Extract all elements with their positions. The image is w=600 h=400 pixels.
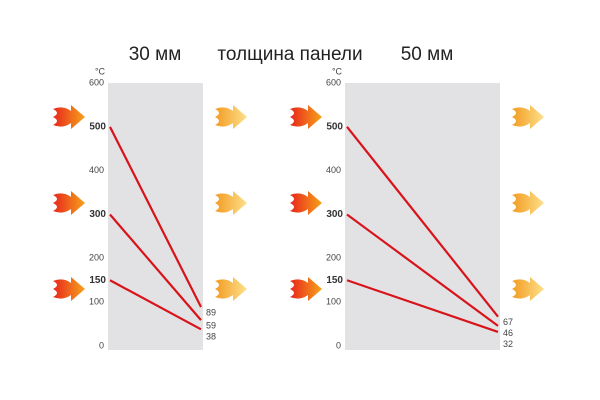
end-value-label: 32 xyxy=(503,339,513,349)
y-tick-label: 100 xyxy=(326,297,341,307)
heat-arrow xyxy=(53,105,85,129)
heat-arrow xyxy=(512,191,544,215)
y-tick-label: 600 xyxy=(89,77,104,87)
end-value-label: 59 xyxy=(206,321,216,331)
start-value-label: 300 xyxy=(326,209,343,220)
heat-arrow xyxy=(215,191,247,215)
heat-arrow xyxy=(53,191,85,215)
chart-title: 30 мм xyxy=(129,44,182,65)
y-tick-label: 100 xyxy=(89,297,104,307)
heat-arrow xyxy=(215,277,247,301)
heat-arrow xyxy=(215,105,247,129)
y-tick-label: 400 xyxy=(89,165,104,175)
start-value-label: 500 xyxy=(326,121,343,132)
end-value-label: 89 xyxy=(206,307,216,317)
start-value-label: 500 xyxy=(89,121,106,132)
end-value-label: 38 xyxy=(206,332,216,342)
y-axis-label: °C xyxy=(332,66,343,76)
y-axis-label: °C xyxy=(95,66,106,76)
heat-arrow xyxy=(512,277,544,301)
heat-arrow xyxy=(290,191,322,215)
heat-arrow xyxy=(290,105,322,129)
temperature-line xyxy=(109,213,202,321)
caption: толщина панели xyxy=(217,44,362,65)
end-value-label: 46 xyxy=(503,328,513,338)
y-tick-label: 0 xyxy=(336,340,341,350)
temperature-line xyxy=(346,213,499,327)
chart-title: 50 мм xyxy=(401,44,454,65)
heat-arrow xyxy=(290,277,322,301)
temperature-line xyxy=(109,279,202,331)
start-value-label: 150 xyxy=(326,275,343,286)
start-value-label: 300 xyxy=(89,209,106,220)
heat-arrow xyxy=(512,105,544,129)
temperature-line xyxy=(109,126,202,308)
temperature-line xyxy=(346,126,499,318)
end-value-label: 67 xyxy=(503,317,513,327)
y-tick-label: 200 xyxy=(326,253,341,263)
start-value-label: 150 xyxy=(89,275,106,286)
y-tick-label: 400 xyxy=(326,165,341,175)
temperature-line xyxy=(346,279,499,334)
y-tick-label: 0 xyxy=(99,340,104,350)
y-tick-label: 200 xyxy=(89,253,104,263)
heat-arrow xyxy=(53,277,85,301)
y-tick-label: 600 xyxy=(326,77,341,87)
